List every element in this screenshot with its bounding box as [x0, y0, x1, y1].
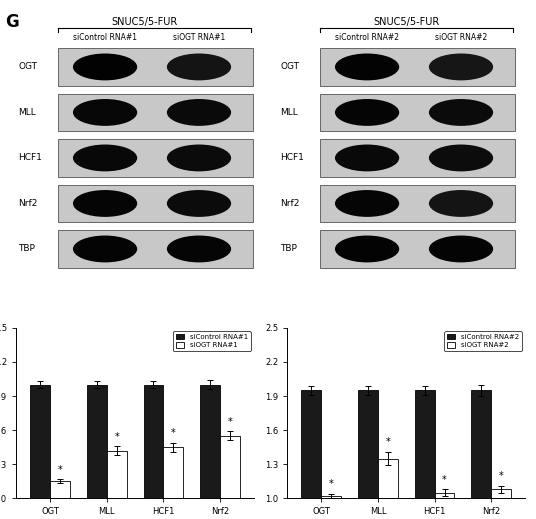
Ellipse shape	[429, 99, 493, 126]
Ellipse shape	[429, 144, 493, 171]
Text: HCF1: HCF1	[19, 154, 42, 162]
Text: MLL: MLL	[280, 108, 299, 117]
Ellipse shape	[429, 236, 493, 263]
Ellipse shape	[335, 53, 399, 80]
Bar	[144, 385, 163, 498]
Legend: siControl RNA#1, siOGT RNA#1: siControl RNA#1, siOGT RNA#1	[173, 332, 250, 351]
Ellipse shape	[335, 99, 399, 126]
Text: siControl RNA#1: siControl RNA#1	[73, 33, 137, 42]
Text: *: *	[114, 432, 119, 442]
Text: MLL: MLL	[19, 108, 36, 117]
Ellipse shape	[73, 99, 137, 126]
Bar	[472, 390, 492, 519]
Text: Nrf2: Nrf2	[19, 199, 38, 208]
Ellipse shape	[167, 99, 231, 126]
Ellipse shape	[335, 236, 399, 263]
Text: *: *	[171, 428, 176, 439]
Text: siOGT RNA#2: siOGT RNA#2	[435, 33, 487, 42]
Text: siControl RNA#2: siControl RNA#2	[335, 33, 399, 42]
Bar	[321, 496, 341, 519]
Bar	[87, 385, 107, 498]
Bar	[320, 230, 516, 268]
Bar	[320, 139, 516, 176]
Text: *: *	[329, 480, 333, 489]
Bar	[58, 230, 254, 268]
Bar	[320, 94, 516, 131]
Text: SNUC5/5-FUR: SNUC5/5-FUR	[374, 17, 440, 27]
Text: G: G	[5, 13, 19, 31]
Bar	[320, 48, 516, 86]
Text: siOGT RNA#1: siOGT RNA#1	[173, 33, 225, 42]
Bar	[107, 450, 126, 498]
Ellipse shape	[73, 144, 137, 171]
Ellipse shape	[167, 144, 231, 171]
Ellipse shape	[167, 53, 231, 80]
Text: *: *	[228, 417, 232, 427]
Bar	[58, 48, 254, 86]
Bar	[50, 481, 70, 498]
Bar	[58, 94, 254, 131]
Text: Nrf2: Nrf2	[280, 199, 300, 208]
Text: *: *	[499, 471, 504, 482]
Ellipse shape	[335, 144, 399, 171]
Ellipse shape	[73, 190, 137, 217]
Ellipse shape	[429, 190, 493, 217]
Text: SNUC5/5-FUR: SNUC5/5-FUR	[111, 17, 178, 27]
Ellipse shape	[429, 53, 493, 80]
Bar	[200, 385, 220, 498]
Bar	[163, 447, 183, 498]
Legend: siControl RNA#2, siOGT RNA#2: siControl RNA#2, siOGT RNA#2	[444, 332, 522, 351]
Text: TBP: TBP	[280, 244, 297, 253]
Ellipse shape	[73, 53, 137, 80]
Bar	[358, 390, 378, 519]
Text: *: *	[442, 475, 447, 485]
Bar	[58, 185, 254, 222]
Bar	[220, 436, 240, 498]
Ellipse shape	[335, 190, 399, 217]
Text: TBP: TBP	[19, 244, 35, 253]
Bar	[30, 385, 50, 498]
Bar	[301, 390, 321, 519]
Text: *: *	[385, 438, 390, 447]
Bar	[415, 390, 435, 519]
Bar	[492, 489, 511, 519]
Text: HCF1: HCF1	[280, 154, 304, 162]
Text: OGT: OGT	[280, 62, 300, 72]
Ellipse shape	[73, 236, 137, 263]
Ellipse shape	[167, 190, 231, 217]
Ellipse shape	[167, 236, 231, 263]
Bar	[435, 493, 455, 519]
Bar	[58, 139, 254, 176]
Text: *: *	[57, 465, 62, 475]
Text: OGT: OGT	[19, 62, 38, 72]
Bar	[320, 185, 516, 222]
Bar	[378, 458, 398, 519]
